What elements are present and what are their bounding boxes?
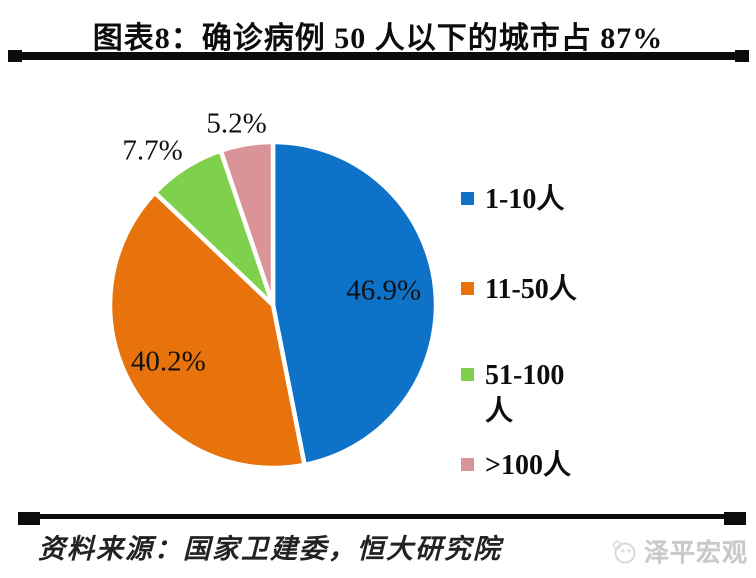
pie-slice-1: [107, 189, 308, 471]
brand-logo: 泽平宏观: [610, 533, 748, 569]
legend-swatch-1: [461, 282, 474, 295]
legend-label-2: 51-100 人: [485, 360, 565, 427]
legend-swatch-0: [461, 192, 474, 205]
pie-percent-label-2: 7.7%: [122, 134, 183, 167]
pie-percent-label-1: 40.2%: [130, 345, 206, 378]
bottom-divider-rule: [18, 512, 746, 525]
zeping-macro-logo-icon: [612, 540, 636, 564]
pie-percent-label-3: 5.2%: [206, 107, 267, 140]
legend-item-1: 11-50人: [461, 272, 577, 308]
pie-chart-svg: [107, 139, 439, 471]
chart-title: 图表8：确诊病例 50 人以下的城市占 87%: [92, 22, 664, 55]
legend-label-1: 11-50人: [485, 274, 577, 305]
legend-swatch-3: [461, 458, 474, 471]
legend-item-2: 51-100 人: [461, 358, 564, 430]
pie-percent-label-0: 46.9%: [346, 274, 422, 307]
legend-item-0: 1-10人: [461, 182, 564, 218]
legend-label-0: 1-10人: [485, 184, 565, 215]
pie-chart-area: 46.9% 40.2% 7.7% 5.2% 1-10人 11-50人 51-100 人 >10…: [0, 60, 756, 510]
source-note: 资料来源：国家卫建委，恒大研究院: [38, 534, 502, 564]
legend-label-3: >100人: [485, 450, 571, 481]
pie-slice-0: [270, 139, 439, 468]
pie-slice-3: [217, 139, 276, 306]
legend-item-3: >100人: [461, 448, 571, 484]
top-divider-rule: [8, 50, 749, 62]
legend-swatch-2: [461, 368, 474, 381]
brand-name: 泽平宏观: [643, 540, 748, 567]
